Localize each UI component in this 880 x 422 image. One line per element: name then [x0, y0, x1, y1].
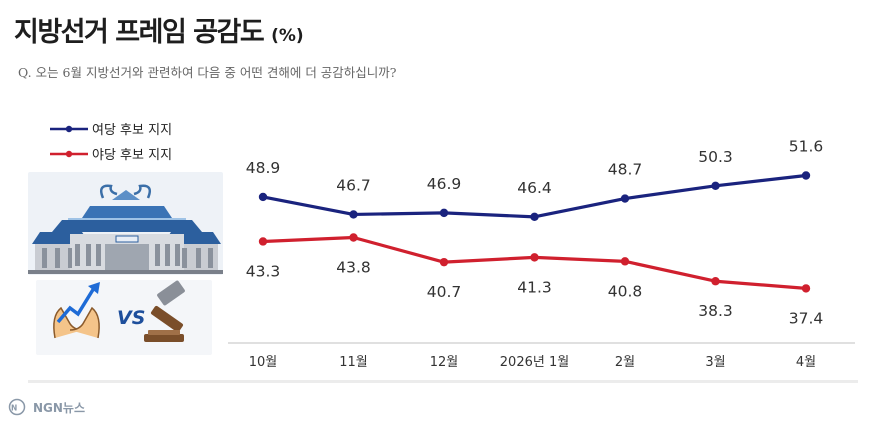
opposition-data-label: 41.3: [517, 278, 552, 296]
ruling-point: [620, 194, 630, 203]
x-tick-label: 10월: [249, 355, 278, 370]
ruling-data-label: 46.7: [336, 176, 371, 194]
watermark-text: NGN뉴스: [33, 400, 86, 415]
opposition-point: [258, 237, 268, 246]
x-tick-label: 12월: [430, 355, 459, 370]
ruling-data-label: 46.4: [517, 179, 552, 197]
x-tick-label: 4월: [796, 355, 816, 370]
legend-opposition-label: 야당 후보 지지: [92, 148, 173, 163]
plot-layer: 48.9 46.7 46.9 46.4 48.7 50.3 51.6 43.3 43.8 40.7…: [246, 138, 824, 371]
ruling-data-label: 51.6: [789, 138, 824, 156]
opposition-point: [620, 257, 630, 266]
x-tick-label: 3월: [705, 355, 725, 370]
x-tick-label: 2월: [615, 355, 635, 370]
opposition-data-label: 37.4: [789, 309, 824, 327]
legend-item-ruling: 여당 후보 지지: [48, 116, 172, 141]
opposition-data-label: 38.3: [698, 302, 733, 320]
ruling-point: [439, 208, 449, 218]
legend-ruling-marker: [50, 125, 88, 132]
vs-mark: VS: [117, 307, 145, 329]
x-tick-label: 11월: [339, 355, 368, 370]
opposition-point: [530, 253, 539, 262]
ruling-point: [801, 171, 811, 180]
ngn-news-watermark: N NGN뉴스: [6, 398, 85, 416]
ruling-data-label: 48.7: [608, 161, 643, 179]
ruling-data-label: 46.9: [427, 175, 462, 193]
svg-text:N: N: [11, 404, 17, 413]
legend-item-opposition: 야당 후보 지지: [48, 141, 172, 166]
legend-opposition-marker: [50, 150, 88, 157]
ruling-data-label: 50.3: [698, 148, 733, 166]
opposition-point: [801, 284, 811, 293]
title-unit: (%): [271, 26, 304, 46]
opposition-data-label: 40.7: [427, 283, 462, 301]
ruling-point: [711, 181, 720, 191]
ruling-point: [349, 210, 358, 219]
hands-vs-gavel-illustration: VS: [36, 280, 212, 355]
opposition-point: [439, 257, 449, 267]
chart-title: 지방선거 프레임 공감도 (%): [14, 17, 304, 48]
legend: 여당 후보 지지 야당 후보 지지: [48, 116, 172, 166]
ruling-data-label: 48.9: [246, 159, 281, 177]
opposition-data-label: 43.8: [336, 259, 371, 277]
survey-question: Q. 오는 6월 지방선거와 관련하여 다음 중 어떤 견해에 더 공감하십니까…: [18, 65, 397, 80]
opposition-point: [711, 277, 720, 286]
opposition-point: [349, 233, 358, 242]
ngn-logo-icon: N: [8, 398, 26, 416]
ruling-point: [530, 212, 539, 222]
opposition-data-label: 43.3: [246, 262, 281, 280]
ruling-point: [258, 192, 268, 202]
bottom-divider: [28, 380, 858, 383]
legend-ruling-label: 여당 후보 지지: [92, 123, 173, 138]
opposition-data-label: 40.8: [608, 282, 643, 300]
government-building-illustration: [28, 172, 223, 275]
x-tick-label: 2026년 1월: [500, 355, 569, 370]
